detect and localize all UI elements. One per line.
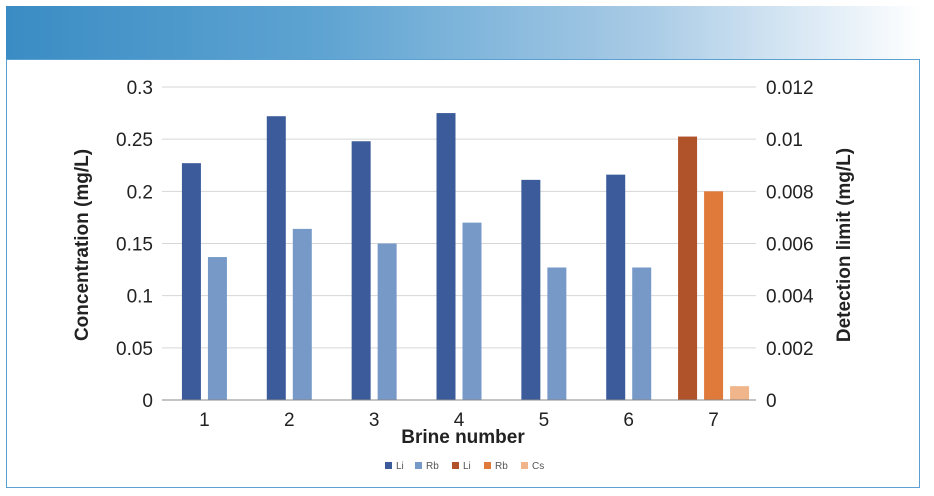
legend-swatch — [484, 462, 491, 469]
right-axis-ticks: 0 0.002 0.004 0.006 0.008 0.01 0.012 — [766, 78, 814, 412]
x-tick-label: 5 — [539, 410, 550, 431]
y2-tick-label: 0.012 — [766, 78, 814, 99]
bar-li-brine-6 — [606, 174, 626, 400]
x-tick-label: 7 — [708, 410, 719, 431]
chart-frame — [6, 59, 920, 488]
header-band — [6, 6, 922, 60]
legend-label: Rb — [426, 461, 439, 472]
legend-label: Cs — [532, 461, 544, 472]
left-axis-ticks: 0 0.05 0.1 0.15 0.2 0.25 0.3 — [116, 78, 153, 412]
y-tick-label: 0.3 — [127, 78, 153, 99]
y-tick-label: 0.05 — [116, 339, 153, 360]
x-tick-label: 4 — [454, 410, 465, 431]
x-tick-label: 6 — [623, 410, 634, 431]
bar-li-brine-5 — [521, 179, 541, 400]
y2-tick-label: 0.006 — [766, 235, 814, 256]
y2-axis-title: Detection limit (mg/L) — [834, 148, 855, 342]
y-tick-label: 0 — [142, 391, 153, 412]
y2-tick-label: 0.008 — [766, 182, 814, 203]
y2-tick-label: 0.01 — [766, 130, 803, 151]
bar-rb-brine-7 — [704, 191, 724, 400]
y2-tick-label: 0.002 — [766, 339, 814, 360]
bar-rb-brine-3 — [377, 243, 397, 400]
legend-swatch — [415, 462, 422, 469]
bar-rb-brine-6 — [632, 267, 652, 400]
x-tick-label: 2 — [284, 410, 295, 431]
bar-cs-brine-7 — [730, 386, 750, 400]
x-axis-ticks: 1 2 3 4 5 6 7 — [199, 410, 719, 431]
x-tick-label: 3 — [369, 410, 380, 431]
legend-label: Rb — [495, 461, 508, 472]
x-axis-title: Brine number — [401, 427, 525, 448]
y-tick-label: 0.1 — [127, 287, 153, 308]
bar-rb-brine-5 — [547, 267, 567, 400]
bar-rb-brine-1 — [207, 257, 227, 400]
gridlines — [162, 86, 756, 349]
legend-label: Li — [396, 461, 404, 472]
y2-tick-label: 0.004 — [766, 287, 814, 308]
bar-li-brine-3 — [351, 141, 371, 400]
y-tick-label: 0.2 — [127, 182, 153, 203]
y-tick-label: 0.25 — [116, 130, 153, 151]
y-tick-label: 0.15 — [116, 235, 153, 256]
bar-li-brine-2 — [266, 116, 286, 401]
bar-rb-brine-2 — [292, 228, 312, 400]
legend-swatch — [521, 462, 528, 469]
bar-rb-brine-4 — [462, 222, 482, 400]
bar-li-brine-1 — [181, 163, 201, 400]
legend: Li Rb Li Rb Cs — [385, 461, 544, 472]
bars — [181, 113, 750, 401]
y-axis-title: Concentration (mg/L) — [72, 149, 93, 341]
legend-swatch — [452, 462, 459, 469]
x-tick-label: 1 — [199, 410, 210, 431]
y2-tick-label: 0 — [766, 391, 777, 412]
legend-swatch — [385, 462, 392, 469]
bar-li-brine-7 — [678, 136, 698, 400]
legend-label: Li — [463, 461, 471, 472]
bar-li-brine-4 — [436, 113, 456, 400]
